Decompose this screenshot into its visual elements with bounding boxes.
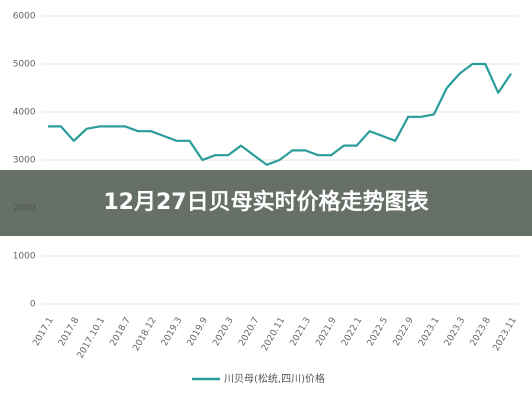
x-tick-label: 2023.8 (469, 316, 494, 349)
y-tick-label: 1000 (13, 252, 36, 262)
y-tick-label: 0 (30, 300, 36, 310)
title-banner (0, 170, 532, 236)
x-tick-label: 2017.8 (57, 316, 82, 349)
x-tick-label: 2019.9 (186, 316, 211, 349)
x-tick-label: 2022.1 (340, 316, 364, 348)
x-tick-label: 2019.3 (160, 316, 184, 348)
y-tick-label: 3000 (13, 156, 36, 166)
x-tick-label: 2021.9 (314, 316, 339, 349)
x-tick-label: 2020.11 (260, 316, 287, 353)
chart-title: 12月27日贝母实时价格走势图表 (103, 189, 429, 215)
y-tick-label: 4000 (13, 108, 36, 118)
legend-label: 川贝母(松统,四川)价格 (224, 372, 325, 385)
x-tick-label: 2021.3 (289, 316, 313, 348)
x-tick-label: 2020.7 (237, 316, 261, 348)
line-series (48, 62, 513, 166)
x-tick-label: 2023.11 (492, 316, 519, 353)
y-tick-label: 6000 (13, 12, 36, 22)
x-tick-label: 2023.1 (417, 316, 441, 348)
x-tick-label: 2023.3 (443, 316, 467, 348)
x-tick-label: 2020.3 (211, 316, 235, 348)
x-tick-label: 2022.9 (392, 316, 417, 349)
x-tick-label: 2017.1 (31, 316, 55, 348)
x-tick-label: 2018.7 (109, 316, 133, 348)
x-tick-label: 2018.12 (131, 316, 158, 353)
y-tick-label: 5000 (13, 60, 36, 70)
x-tick-label: 2022.5 (366, 316, 390, 348)
